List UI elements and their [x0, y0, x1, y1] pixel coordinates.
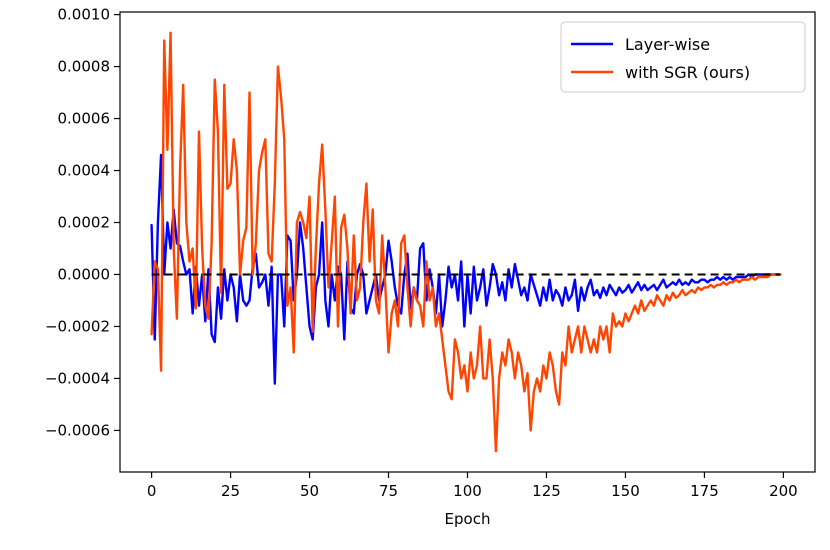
- y-tick-label: 0.0002: [58, 214, 111, 232]
- legend-label: Layer-wise: [625, 35, 710, 54]
- legend-label: with SGR (ours): [625, 63, 750, 82]
- y-tick-label: −0.0002: [45, 317, 110, 335]
- y-tick-label: 0.0006: [58, 110, 111, 128]
- x-tick-label: 75: [379, 482, 398, 500]
- y-tick-label: 0.0000: [58, 265, 111, 283]
- legend-box: [560, 21, 806, 93]
- x-tick-label: 100: [453, 482, 482, 500]
- x-tick-label: 125: [532, 482, 561, 500]
- series-line-0: [150, 153, 782, 385]
- x-tick-label: 25: [221, 482, 240, 500]
- y-tick-label: 0.0010: [58, 6, 111, 24]
- y-axis: −0.0006 −0.0004 −0.0002 0.0000 0.0002 0.0004 0…: [45, 6, 120, 439]
- y-tick-label: 0.0004: [58, 162, 111, 180]
- x-tick-label: 150: [611, 482, 640, 500]
- x-tick-label: 175: [690, 482, 719, 500]
- x-axis-label: Epoch: [445, 510, 491, 528]
- y-tick-label: −0.0004: [45, 369, 110, 387]
- x-tick-label: 200: [769, 482, 798, 500]
- x-tick-label: 0: [147, 482, 157, 500]
- legend: Layer-wise with SGR (ours): [560, 21, 806, 93]
- x-tick-label: 50: [300, 482, 319, 500]
- y-tick-label: −0.0006: [45, 421, 110, 439]
- y-tick-label: 0.0008: [58, 58, 111, 76]
- x-axis: 0 25 50 75 100 125 150 175 200: [147, 472, 798, 500]
- series-line-1: [150, 31, 782, 453]
- series-layer: [150, 31, 782, 453]
